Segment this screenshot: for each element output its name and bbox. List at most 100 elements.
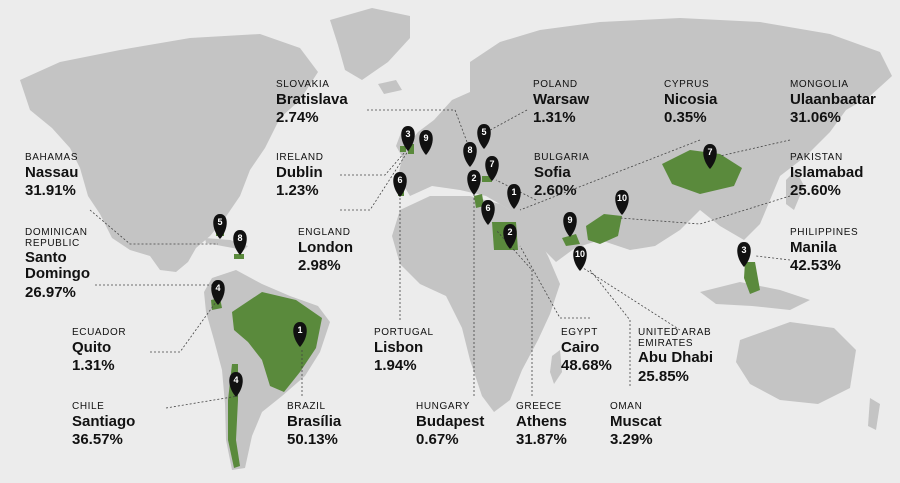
label-bulgaria: BULGARIA Sofia 2.60% <box>534 152 589 200</box>
city-name: Sofia <box>534 163 571 181</box>
highlight-ireland <box>400 146 406 152</box>
percentage-value: 3.29% <box>610 431 653 449</box>
pin-poland[interactable]: 5 <box>477 124 491 149</box>
pin-number: 6 <box>485 203 490 213</box>
pin-number: 5 <box>481 127 486 137</box>
pin-hungary[interactable]: 2 <box>467 170 481 195</box>
pin-dominican[interactable]: 8 <box>233 230 247 255</box>
city-name: Dublin <box>276 163 323 181</box>
label-chile: CHILE Santiago 36.57% <box>72 401 136 449</box>
label-greece: GREECE Athens 31.87% <box>516 401 567 448</box>
pin-marker-icon <box>393 172 407 197</box>
country-name: IRELAND <box>276 152 324 163</box>
label-bahamas: BAHAMAS Nassau 31.91% <box>25 152 78 199</box>
country-name: SLOVAKIA <box>276 79 330 90</box>
pin-marker-icon <box>211 280 225 305</box>
pin-number: 5 <box>217 217 222 227</box>
percentage-value: 50.13% <box>287 431 338 449</box>
label-oman: OMAN Muscat 3.29% <box>610 401 662 449</box>
pin-greece[interactable]: 6 <box>481 200 495 225</box>
pin-number: 9 <box>567 215 572 225</box>
city-name: Nicosia <box>664 90 718 108</box>
landmass-eurasia <box>398 18 892 262</box>
pin-marker-icon <box>737 242 751 267</box>
pin-number: 8 <box>237 233 242 243</box>
percentage-value: 0.67% <box>416 431 459 449</box>
country-name: CHILE <box>72 401 105 412</box>
highlight-dominican <box>234 254 244 259</box>
pin-marker-icon <box>563 212 577 237</box>
pin-number: 6 <box>397 175 402 185</box>
leader-england <box>340 147 411 211</box>
landmass-australia <box>736 322 856 404</box>
pin-brazil[interactable]: 1 <box>293 322 307 347</box>
highlight-brazil <box>232 292 322 392</box>
country-name: EGYPT <box>561 327 598 338</box>
pin-oman[interactable]: 10 <box>573 246 587 271</box>
pin-number: 10 <box>617 193 627 203</box>
percentage-value: 1.31% <box>72 357 115 375</box>
pin-slovakia[interactable]: 8 <box>463 142 477 167</box>
country-name: PAKISTAN <box>790 152 843 163</box>
city-name: Brasília <box>287 412 342 430</box>
pin-number: 9 <box>423 133 428 143</box>
city-name: Bratislava <box>276 90 348 108</box>
city-name: Muscat <box>610 412 662 430</box>
city-name: Quito <box>72 338 112 356</box>
leader-philippines <box>755 255 791 261</box>
pin-marker-icon <box>233 230 247 255</box>
city-name: Manila <box>790 238 837 256</box>
pin-cyprus[interactable]: 1 <box>507 184 521 209</box>
label-hungary: HUNGARY Budapest 0.67% <box>416 401 484 449</box>
pin-portugal[interactable]: 6 <box>393 172 407 197</box>
pin-bahamas[interactable]: 5 <box>213 214 227 239</box>
country-name: ECUADOR <box>72 327 127 338</box>
city-name: Santiago <box>72 412 136 430</box>
pin-ireland[interactable]: 3 <box>401 126 415 151</box>
pin-number: 1 <box>297 325 302 335</box>
leader-ireland <box>340 151 406 176</box>
city-name: Ulaanbaatar <box>790 90 876 108</box>
label-poland: POLAND Warsaw 1.31% <box>533 79 590 127</box>
highlighted-countries <box>211 144 760 468</box>
pin-chile[interactable]: 4 <box>229 372 243 397</box>
pin-pakistan[interactable]: 10 <box>615 190 629 215</box>
leader-bahamas <box>89 209 218 245</box>
city-name: Athens <box>516 412 567 430</box>
pin-number: 8 <box>467 145 472 155</box>
percentage-value: 48.68% <box>561 357 612 375</box>
leader-chile <box>165 395 239 409</box>
pin-marker-icon <box>401 126 415 151</box>
pin-number: 2 <box>507 227 512 237</box>
pin-uae[interactable]: 9 <box>563 212 577 237</box>
percentage-value: 1.31% <box>533 109 576 127</box>
percentage-value: 2.60% <box>534 182 577 200</box>
pin-marker-icon <box>477 124 491 149</box>
percentage-value: 36.57% <box>72 431 123 449</box>
pin-ecuador[interactable]: 4 <box>211 280 225 305</box>
highlight-mongolia <box>662 150 742 194</box>
city-name: Warsaw <box>533 90 590 108</box>
highlight-pakistan <box>586 214 622 244</box>
pin-number: 4 <box>233 375 238 385</box>
pin-marker-icon <box>229 372 243 397</box>
label-dominican: DOMINICAN REPUBLIC Santo Domingo 26.97% <box>25 227 115 300</box>
pin-marker-icon <box>615 190 629 215</box>
city-name: London <box>298 238 353 256</box>
landmass-new-zealand <box>868 398 880 430</box>
percentage-value: 1.23% <box>276 182 319 200</box>
country-name: CYPRUS <box>664 79 710 90</box>
pin-mongolia[interactable]: 7 <box>703 144 717 169</box>
pin-egypt[interactable]: 2 <box>503 224 517 249</box>
pin-number: 3 <box>405 129 410 139</box>
leader-egypt <box>519 245 590 319</box>
percentage-value: 25.60% <box>790 182 841 200</box>
label-slovakia: SLOVAKIA Bratislava 2.74% <box>276 79 348 126</box>
pin-bulgaria[interactable]: 7 <box>485 156 499 181</box>
pin-philippines[interactable]: 3 <box>737 242 751 267</box>
country-name: DOMINICAN REPUBLIC <box>25 227 88 249</box>
pin-number: 7 <box>489 159 494 169</box>
leader-cyprus <box>519 139 701 211</box>
pin-england[interactable]: 9 <box>419 130 433 155</box>
